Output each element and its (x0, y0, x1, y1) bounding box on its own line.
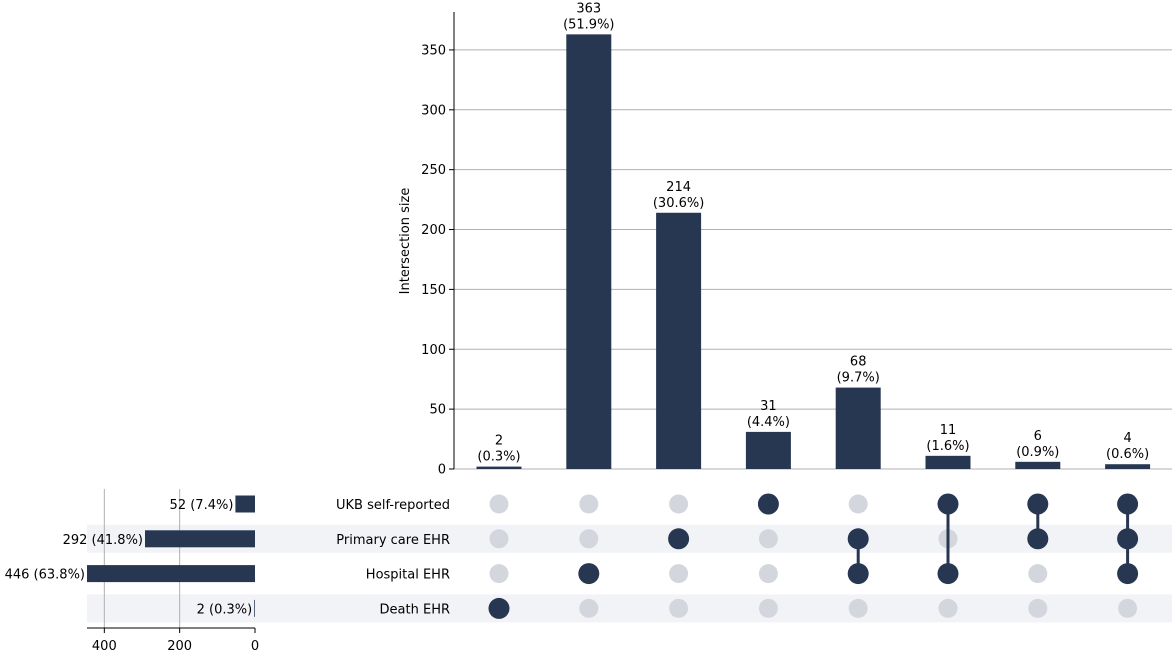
matrix-dot-active (937, 493, 959, 515)
intersection-bar (656, 212, 702, 469)
set-name-label: UKB self-reported (336, 498, 450, 513)
bar-count-label: 214 (666, 180, 691, 195)
bar-count-label: 2 (495, 434, 503, 449)
intersection-bar (925, 455, 971, 469)
y-tick-label: 50 (429, 403, 446, 418)
y-tick-label: 200 (421, 223, 446, 238)
intersection-bars (476, 34, 1151, 470)
matrix-dot-inactive (848, 598, 868, 618)
matrix-dot-inactive (758, 529, 778, 549)
set-name-label: Hospital EHR (366, 568, 450, 583)
y-tick-label: 0 (438, 463, 446, 478)
matrix-dot-inactive (848, 494, 868, 514)
intersection-bar (745, 431, 791, 469)
matrix-dot-active (668, 528, 690, 550)
matrix-dot-inactive (489, 564, 509, 584)
set-name-label: Death EHR (380, 602, 450, 617)
y-axis: 0 50 100 150 200 250 300 350 (421, 12, 455, 478)
set-size-label: 446 (63.8%) (5, 568, 85, 583)
y-axis-label: Intersection size (398, 188, 413, 295)
bar-percent-label: (51.9%) (563, 17, 614, 32)
bar-percent-label: (9.7%) (837, 371, 880, 386)
matrix-dot-active (578, 563, 600, 585)
set-size-tick-label: 0 (251, 639, 259, 652)
intersection-bar (476, 466, 522, 469)
matrix-dot-active (1117, 493, 1139, 515)
bar-count-label: 363 (576, 1, 601, 16)
y-gridlines (454, 49, 1172, 470)
y-tick-label: 150 (421, 283, 446, 298)
set-size-bar (235, 495, 255, 513)
intersection-bar (835, 387, 881, 469)
bar-percent-label: (0.6%) (1106, 447, 1149, 462)
matrix-dot-inactive (489, 529, 509, 549)
intersection-bar (1105, 464, 1151, 469)
bar-percent-label: (1.6%) (926, 439, 969, 454)
matrix-dot-active (1027, 528, 1049, 550)
matrix-dot-active (847, 563, 869, 585)
bar-percent-label: (0.9%) (1016, 445, 1059, 460)
matrix-dot-active (1117, 563, 1139, 585)
matrix-row-stripes (87, 524, 1172, 623)
matrix-dot-active (847, 528, 869, 550)
matrix-dot-inactive (758, 564, 778, 584)
intersection-bar (566, 34, 612, 470)
set-size-tick-label: 200 (167, 639, 192, 652)
set-size-bar (87, 565, 255, 583)
set-size-label: 292 (41.8%) (63, 533, 143, 548)
intersection-bar (1015, 461, 1061, 469)
membership-matrix (488, 493, 1139, 619)
matrix-dot-inactive (1028, 564, 1048, 584)
matrix-dot-inactive (489, 494, 509, 514)
matrix-dot-active (1117, 528, 1139, 550)
y-tick-label: 300 (421, 103, 446, 118)
y-tick-label: 350 (421, 43, 446, 58)
bar-count-label: 31 (760, 399, 777, 414)
y-tick-label: 250 (421, 163, 446, 178)
bar-percent-label: (4.4%) (747, 415, 790, 430)
matrix-dot-inactive (1118, 598, 1138, 618)
bar-count-label: 4 (1123, 431, 1131, 446)
set-size-bar (145, 530, 255, 548)
matrix-dot-inactive (669, 494, 689, 514)
intersection-bar-labels: 2(0.3%) 363(51.9%) 214(30.6%) 31(4.4%) 68(9.… (477, 1, 1149, 464)
matrix-dot-active (757, 493, 779, 515)
matrix-dot-inactive (758, 598, 778, 618)
matrix-dot-inactive (669, 598, 689, 618)
matrix-dot-inactive (579, 494, 599, 514)
matrix-dot-active (937, 563, 959, 585)
bar-count-label: 11 (940, 423, 957, 438)
bar-count-label: 6 (1034, 429, 1042, 444)
matrix-dot-inactive (579, 598, 599, 618)
set-size-bar (254, 599, 255, 617)
set-size-label: 52 (7.4%) (170, 498, 234, 513)
bar-count-label: 68 (850, 355, 867, 370)
matrix-dot-inactive (938, 598, 958, 618)
matrix-dot-inactive (1028, 598, 1048, 618)
set-size-panel: 400 200 0 52 (7.4%) 292 (41.8%) 446 (63.8%) 2 … (5, 489, 259, 652)
set-name-label: Primary care EHR (336, 533, 450, 548)
set-size-label: 2 (0.3%) (197, 602, 253, 617)
row-stripe (87, 524, 1172, 553)
matrix-dot-active (1027, 493, 1049, 515)
row-stripe (87, 594, 1172, 623)
matrix-dot-inactive (669, 564, 689, 584)
set-size-tick-label: 400 (92, 639, 117, 652)
y-tick-label: 100 (421, 343, 446, 358)
set-name-labels: UKB self-reported Primary care EHR Hospita… (336, 498, 450, 617)
matrix-dot-inactive (579, 529, 599, 549)
matrix-dot-active (488, 597, 510, 619)
bar-percent-label: (30.6%) (653, 196, 704, 211)
bar-percent-label: (0.3%) (477, 450, 520, 465)
